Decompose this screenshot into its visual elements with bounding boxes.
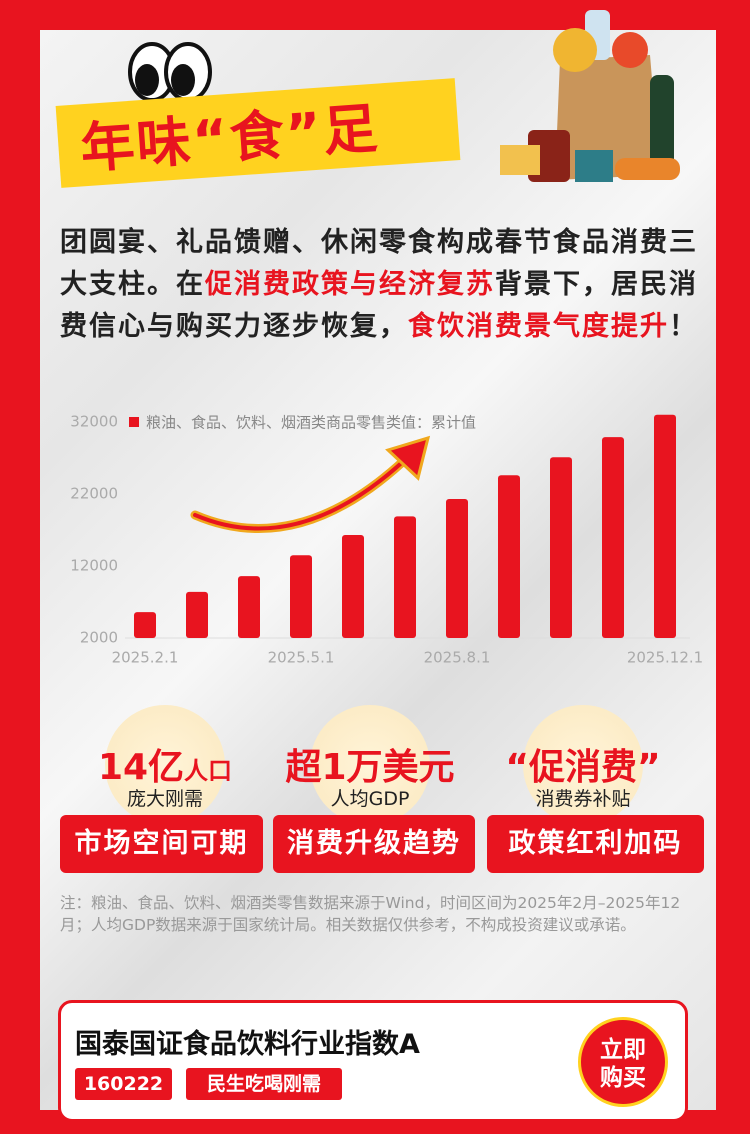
card-unit: 人口 (184, 757, 233, 785)
fund-tag: 民生吃喝刚需 (186, 1068, 342, 1100)
chart: 2000 12000 22000 32000 粮油、食品、饮料、烟酒类商品零售类值：累计… (70, 413, 703, 667)
card-sub: 消费券补贴 (535, 788, 631, 810)
fund-name: 国泰国证食品饮料行业指数A (75, 1029, 420, 1060)
y-tick-label: 22000 (70, 485, 118, 503)
intro-highlight: 食饮消费景气度提升 (408, 311, 669, 342)
card-big-text: 14亿 (97, 747, 185, 788)
bar (654, 414, 676, 638)
bar (238, 576, 260, 638)
bar (342, 535, 364, 638)
bar (290, 555, 312, 638)
trend-arrow (193, 453, 412, 531)
bar (134, 612, 156, 638)
card-button: 消费升级趋势 (273, 815, 475, 873)
y-tick-label: 2000 (80, 629, 118, 647)
bar (394, 516, 416, 638)
decoration (128, 10, 680, 182)
card-big: “促消费” (463, 738, 703, 790)
bar (498, 475, 520, 638)
card-big-text: 超1万美元 (285, 747, 455, 788)
y-tick-label: 32000 (70, 413, 118, 431)
bar (602, 437, 624, 638)
buy-button[interactable]: 立即 购买 (578, 1017, 668, 1107)
intro-highlight: 促消费政策与经济复苏 (205, 269, 495, 300)
legend-label: 粮油、食品、饮料、烟酒类商品零售类值：累计值 (146, 414, 476, 432)
x-tick-label: 2025.5.1 (268, 649, 335, 667)
card-button: 政策红利加码 (487, 815, 704, 873)
trend-arrow-head (385, 435, 431, 481)
card-circle (310, 705, 430, 825)
card-big: 14亿人口 (45, 738, 285, 790)
bar (550, 457, 572, 638)
buy-label[interactable]: 立即 (600, 1037, 646, 1063)
x-tick-label: 2025.2.1 (112, 649, 179, 667)
card-big: 超1万美元 (250, 738, 490, 790)
x-tick-label: 2025.12.1 (627, 649, 703, 667)
bar (186, 591, 208, 638)
buy-label[interactable]: 购买 (600, 1065, 646, 1091)
intro-text: ！ (669, 311, 698, 342)
intro: 团圆宴、礼品馈赠、休闲零食构成春节食品消费三大支柱。在促消费政策与经济复苏背景下… (60, 222, 700, 348)
trend-arrow (190, 450, 415, 533)
legend-swatch (129, 417, 139, 427)
bar (446, 499, 468, 638)
note: 注：粮油、食品、饮料、烟酒类零售数据来源于Wind，时间区间为2025年2月–2… (60, 894, 681, 934)
fund-code: 160222 (75, 1068, 172, 1100)
card-sub: 庞大刚需 (126, 788, 203, 810)
x-tick-label: 2025.8.1 (424, 649, 491, 667)
intro-text: 背景下，居民消费信心与购买力逐步恢复， (60, 269, 698, 342)
card-big-text: “促消费” (505, 747, 661, 788)
card-circle (523, 705, 643, 825)
card-circle (105, 705, 225, 825)
card-button: 市场空间可期 (60, 815, 263, 873)
intro-text: 团圆宴、礼品馈赠、休闲零食构成春节食品消费三大支柱。在 (60, 227, 698, 300)
card-sub: 人均GDP (330, 788, 410, 810)
y-tick-label: 12000 (70, 557, 118, 575)
